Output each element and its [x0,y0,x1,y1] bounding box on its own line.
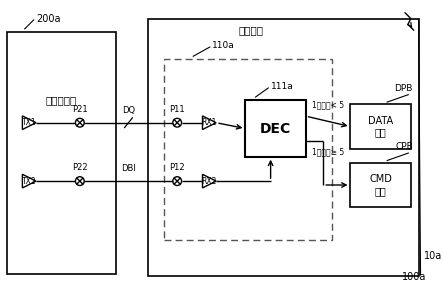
Text: CPB: CPB [395,142,413,151]
Bar [148,18,419,276]
Bar [7,32,116,274]
Bar [245,100,306,157]
Text: P11: P11 [169,105,185,114]
Text: 10a: 10a [424,251,443,261]
Text: P22: P22 [72,163,88,172]
Text: P21: P21 [72,105,88,114]
Text: DEC: DEC [260,121,291,135]
Bar [350,104,411,149]
Text: 存储器件: 存储器件 [238,25,263,35]
Text: 110a: 110a [212,41,235,50]
Text: 1的数量< 5: 1的数量< 5 [312,100,344,109]
Text: RX1: RX1 [202,118,217,127]
Text: DBI: DBI [121,164,136,173]
Text: TX1: TX1 [22,118,36,127]
Text: 111a: 111a [271,82,293,91]
Text: DPB: DPB [394,83,413,93]
Text: P12: P12 [169,163,185,172]
Text: 200a: 200a [36,14,61,23]
Text: RX2: RX2 [202,177,217,186]
Text: DATA
路径: DATA 路径 [368,116,393,138]
Bar [163,59,332,239]
Text: 1的数量≥ 5: 1的数量≥ 5 [312,148,344,157]
Text: 存储控制器: 存储控制器 [46,95,77,105]
Text: TX2: TX2 [22,177,36,186]
Text: CMD
路径: CMD 路径 [369,174,392,196]
Text: DQ: DQ [122,106,135,115]
Bar [350,163,411,207]
Text: 100a: 100a [402,272,426,282]
